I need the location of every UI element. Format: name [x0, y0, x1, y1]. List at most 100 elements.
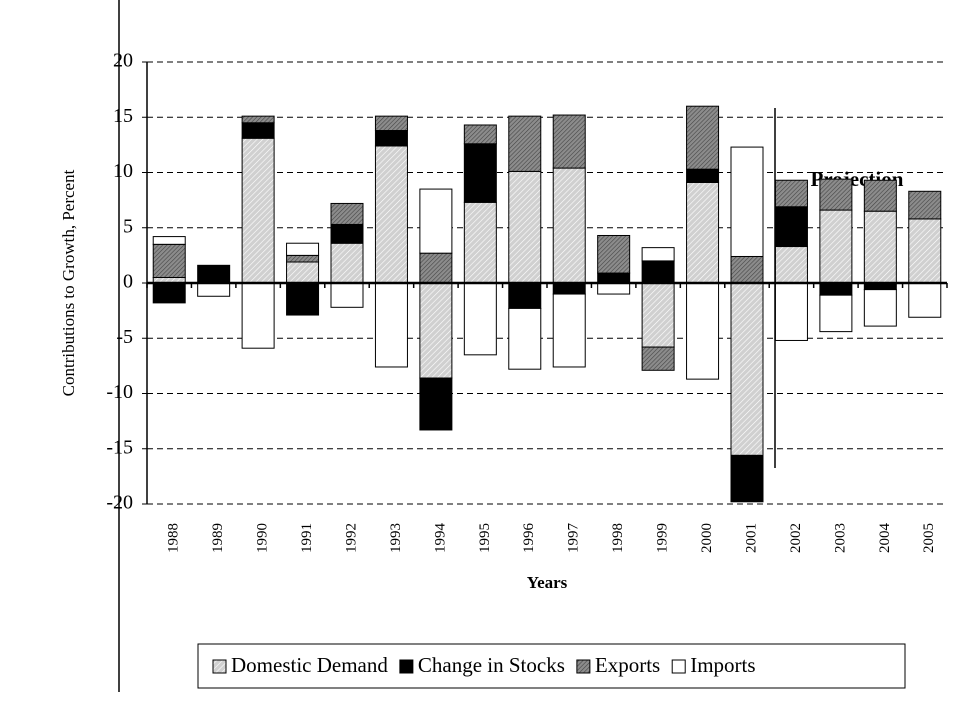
legend-label: Domestic Demand [231, 653, 388, 677]
bar-segment [330, 223, 364, 244]
bar-segment [241, 115, 275, 124]
bar-segment [463, 143, 497, 203]
bar-segment [152, 243, 186, 278]
x-tick-label: 1989 [210, 523, 226, 553]
y-tick-label: 20 [113, 50, 133, 72]
bar-segment [374, 145, 408, 284]
x-tick-label: 2001 [743, 523, 759, 553]
x-tick-label: 1999 [655, 523, 671, 553]
y-axis-label: Contributions to Growth, Percent [59, 169, 78, 396]
bar-segment [552, 114, 586, 169]
bar-segment [419, 252, 453, 284]
bar-segment [374, 282, 408, 368]
bar-segment [330, 282, 364, 308]
bar-segment [330, 242, 364, 284]
bar-segment [686, 282, 720, 380]
bar-segment [241, 282, 275, 349]
bar-segment [774, 206, 808, 248]
bar-segment [463, 201, 497, 284]
y-tick-label: -15 [106, 436, 133, 458]
bar-segment [774, 246, 808, 284]
y-tick-label: -5 [116, 326, 133, 348]
bar-segment [597, 272, 631, 284]
bar-segment [286, 261, 320, 284]
y-tick-label: 10 [113, 160, 133, 182]
legend-label: Change in Stocks [418, 653, 565, 677]
y-tick-label: 0 [123, 271, 133, 293]
legend-label: Imports [690, 653, 755, 677]
bar-segment [286, 242, 320, 256]
bar-segment [463, 124, 497, 145]
legend-swatch [212, 659, 227, 674]
bar-segment [641, 346, 675, 371]
bar-segment [641, 282, 675, 348]
bar-segment [552, 167, 586, 284]
x-tick-label: 2002 [788, 523, 804, 553]
bar-segment [774, 282, 808, 341]
x-axis-label: Years [527, 573, 568, 592]
bar-segment [374, 115, 408, 132]
bar-segment [597, 282, 631, 295]
bar-segment [686, 181, 720, 284]
x-tick-label: 1992 [343, 523, 359, 553]
x-tick-label: 1997 [566, 523, 582, 554]
bar-segment [597, 234, 631, 274]
x-tick-label: 2004 [877, 523, 893, 554]
x-tick-label: 1996 [521, 523, 537, 554]
legend-label: Exports [595, 653, 660, 677]
bar-segment [508, 170, 542, 284]
bar-segment [686, 105, 720, 170]
bar-segment [908, 190, 942, 220]
bar-segment [730, 255, 764, 284]
bar-segment [197, 282, 231, 297]
bar-segment [819, 294, 853, 333]
x-tick-label: 2000 [699, 523, 715, 553]
bar-segment [863, 289, 897, 327]
legend-swatch [399, 659, 414, 674]
x-tick-label: 1995 [477, 523, 493, 553]
bar-segment [819, 209, 853, 284]
bar-segment [730, 454, 764, 503]
bar-segment [774, 179, 808, 208]
bar-segment [463, 282, 497, 356]
bar-segment [863, 210, 897, 284]
bar-segment [286, 282, 320, 316]
y-tick-label: -10 [106, 381, 133, 403]
y-tick-label: 15 [113, 105, 133, 127]
bar-segment [908, 218, 942, 284]
x-tick-label: 1994 [432, 523, 448, 554]
bar-segment [908, 282, 942, 318]
bar-segment [508, 115, 542, 172]
bar-segment [552, 293, 586, 368]
bar-segment [686, 168, 720, 183]
bar-segment [552, 282, 586, 295]
bar-segment [730, 282, 764, 456]
legend-swatch [576, 659, 591, 674]
legend-box [197, 643, 906, 689]
x-tick-label: 2005 [921, 523, 937, 553]
x-tick-label: 1991 [299, 523, 315, 553]
bar-segment [819, 178, 853, 211]
x-tick-label: 1988 [166, 523, 182, 553]
bar-segment [197, 264, 231, 284]
x-tick-label: 1993 [388, 523, 404, 553]
y-tick-label: 5 [123, 215, 133, 237]
bar-segment [819, 282, 853, 296]
bar-segment [508, 282, 542, 309]
x-tick-label: 1990 [255, 523, 271, 553]
bar-segment [241, 137, 275, 284]
bar-segment [641, 247, 675, 262]
bar-segment [641, 260, 675, 284]
bar-segment [863, 179, 897, 212]
bar-segment [508, 307, 542, 370]
bar-segment [330, 202, 364, 225]
x-tick-label: 2003 [832, 523, 848, 553]
bar-segment [152, 236, 186, 245]
bar-segment [419, 377, 453, 431]
y-tick-label: -20 [106, 492, 133, 514]
bar-segment [286, 254, 320, 263]
bar-segment [730, 146, 764, 257]
bar-segment [152, 282, 186, 304]
bar-segment [241, 122, 275, 139]
